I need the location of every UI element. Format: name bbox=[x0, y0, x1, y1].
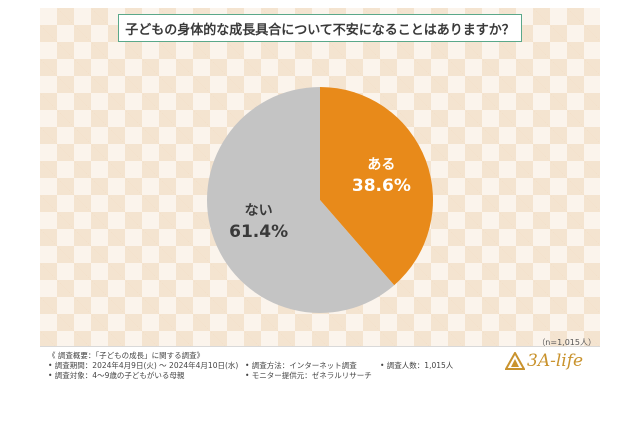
logo-text: 3A-life bbox=[527, 351, 584, 371]
survey-count: • 調査人数：1,015人 bbox=[380, 361, 454, 370]
survey-target: • 調査対象：4～9歳の子どもがいる母親 bbox=[48, 371, 185, 380]
survey-method: • 調査方法：インターネット調査 bbox=[245, 361, 357, 370]
slice-value-nai: 61.4% bbox=[229, 222, 288, 242]
pie-slice-nai bbox=[206, 87, 395, 313]
brand-logo: 3A-life bbox=[505, 351, 583, 371]
survey-provider: • モニター提供元：ゼネラルリサーチ bbox=[245, 371, 372, 380]
pie-slice-aru bbox=[320, 87, 433, 286]
survey-period: • 調査期間：2024年4月9日(火) ～ 2024年4月10日(水) bbox=[48, 361, 239, 370]
slice-label-nai: ない bbox=[245, 203, 273, 219]
slice-label-aru: ある bbox=[367, 157, 395, 173]
triangle-logo-icon bbox=[505, 352, 525, 370]
survey-overview: 《 調査概要：「子どもの成長」に関する調査》 bbox=[48, 351, 205, 360]
chart-title: 子どもの身体的な成長具合について不安になることはありますか？ bbox=[118, 14, 522, 42]
sample-size-note: （n=1,015人） bbox=[537, 338, 596, 347]
slice-value-aru: 38.6% bbox=[352, 176, 411, 196]
